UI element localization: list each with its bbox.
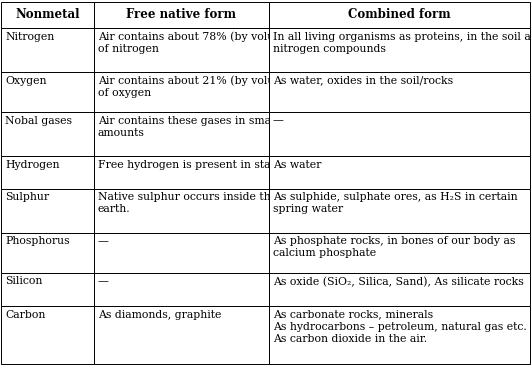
Bar: [269, 1, 530, 27]
Text: Free native form: Free native form: [126, 8, 236, 21]
Bar: [1, 27, 94, 72]
Text: As water, oxides in the soil/rocks: As water, oxides in the soil/rocks: [273, 76, 453, 85]
Text: Oxygen: Oxygen: [5, 76, 47, 85]
Text: In all living organisms as proteins, in the soil as
nitrogen compounds: In all living organisms as proteins, in …: [273, 31, 531, 54]
Bar: [1, 306, 94, 364]
Bar: [94, 306, 269, 364]
Text: Free hydrogen is present in stars: Free hydrogen is present in stars: [98, 160, 281, 169]
Text: Nobal gases: Nobal gases: [5, 115, 72, 126]
Text: Air contains about 78% (by volume)
of nitrogen: Air contains about 78% (by volume) of ni…: [98, 31, 295, 54]
Text: As carbonate rocks, minerals
As hydrocarbons – petroleum, natural gas etc.
As ca: As carbonate rocks, minerals As hydrocar…: [273, 310, 527, 343]
Bar: [94, 27, 269, 72]
Text: Combined form: Combined form: [348, 8, 451, 21]
Bar: [94, 1, 269, 27]
Bar: [269, 111, 530, 155]
Bar: [269, 273, 530, 306]
Bar: [1, 111, 94, 155]
Text: —: —: [98, 277, 109, 287]
Bar: [1, 1, 94, 27]
Bar: [269, 188, 530, 233]
Text: Air contains about 21% (by volume)
of oxygen: Air contains about 21% (by volume) of ox…: [98, 76, 295, 98]
Text: As sulphide, sulphate ores, as H₂S in certain
spring water: As sulphide, sulphate ores, as H₂S in ce…: [273, 192, 518, 215]
Bar: [1, 155, 94, 188]
Text: Hydrogen: Hydrogen: [5, 160, 59, 169]
Bar: [94, 111, 269, 155]
Bar: [269, 233, 530, 273]
Text: Phosphorus: Phosphorus: [5, 237, 70, 246]
Bar: [269, 306, 530, 364]
Bar: [1, 72, 94, 111]
Bar: [94, 273, 269, 306]
Text: Air contains these gases in smaller
amounts: Air contains these gases in smaller amou…: [98, 115, 289, 138]
Bar: [94, 155, 269, 188]
Text: Nitrogen: Nitrogen: [5, 31, 54, 42]
Text: —: —: [98, 237, 109, 246]
Text: Sulphur: Sulphur: [5, 192, 49, 203]
Text: Native sulphur occurs inside the
earth.: Native sulphur occurs inside the earth.: [98, 192, 277, 215]
Bar: [1, 188, 94, 233]
Bar: [269, 27, 530, 72]
Text: Carbon: Carbon: [5, 310, 45, 319]
Bar: [269, 72, 530, 111]
Text: As diamonds, graphite: As diamonds, graphite: [98, 310, 221, 319]
Text: As oxide (SiO₂, Silica, Sand), As silicate rocks: As oxide (SiO₂, Silica, Sand), As silica…: [273, 277, 524, 287]
Bar: [1, 273, 94, 306]
Text: —: —: [273, 115, 284, 126]
Bar: [1, 233, 94, 273]
Text: As water: As water: [273, 160, 321, 169]
Bar: [94, 72, 269, 111]
Text: Silicon: Silicon: [5, 277, 42, 287]
Bar: [94, 233, 269, 273]
Text: Nonmetal: Nonmetal: [15, 8, 80, 21]
Bar: [269, 155, 530, 188]
Bar: [94, 188, 269, 233]
Text: As phosphate rocks, in bones of our body as
calcium phosphate: As phosphate rocks, in bones of our body…: [273, 237, 516, 258]
